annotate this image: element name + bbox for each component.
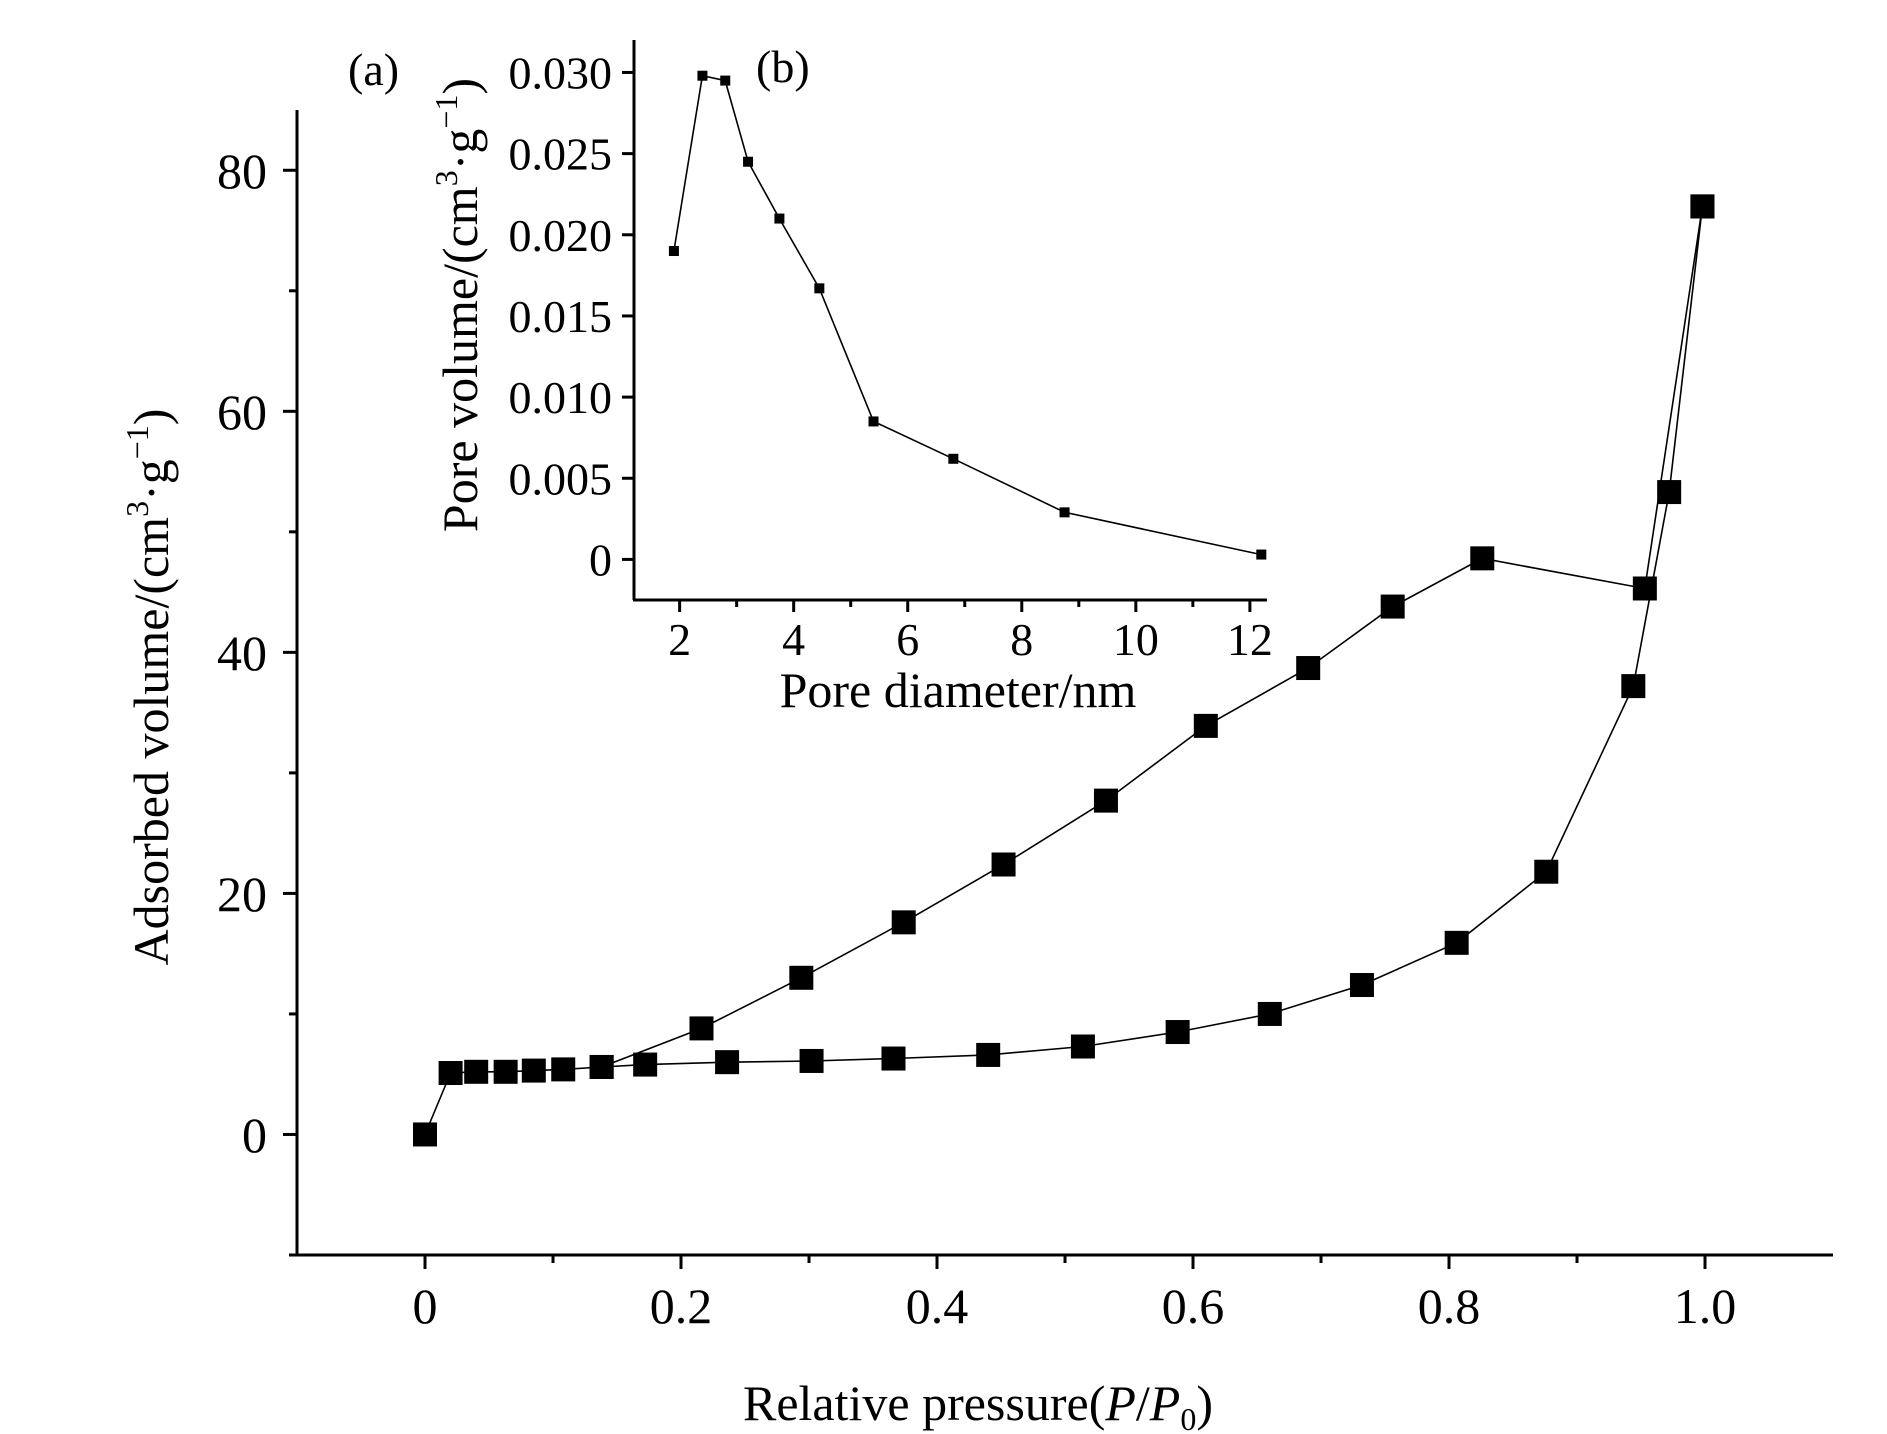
main-data-point xyxy=(1380,594,1405,619)
main-y-tick-label: 0 xyxy=(242,1107,267,1163)
main-data-point xyxy=(1470,546,1495,571)
main-data-point xyxy=(438,1061,463,1086)
inset-data-point xyxy=(948,453,959,464)
inset-y-tick-label: 0.020 xyxy=(509,210,613,261)
inset-data-point xyxy=(814,283,825,294)
main-x-tick-label: 1.0 xyxy=(1674,1278,1737,1334)
inset-series-line-pore-size-distribution xyxy=(673,74,1262,556)
main-x-tick-label: 0.4 xyxy=(906,1278,969,1334)
inset-x-tick-label: 10 xyxy=(1113,614,1159,665)
main-data-point xyxy=(589,1054,614,1079)
main-data-point xyxy=(1193,713,1218,738)
main-data-point xyxy=(1657,480,1682,505)
main-y-tick-label: 40 xyxy=(217,625,267,681)
main-data-point xyxy=(1093,788,1118,813)
main-x-tick-label: 0.2 xyxy=(650,1278,713,1334)
inset-ticks: 2 4 6 8 10 12 0 0.005 0.010 0.015 0.020 0.025 0.030 xyxy=(509,48,1273,665)
inset-y-axis-title: Pore volume/(cm3·g−1) xyxy=(428,78,488,532)
main-y-tick-label: 60 xyxy=(217,384,267,440)
inset-x-tick-label: 8 xyxy=(1010,614,1033,665)
inset-data-point xyxy=(1059,507,1070,518)
main-series xyxy=(413,194,1715,1147)
inset-data-point xyxy=(668,246,679,257)
inset-y-tick-label: 0 xyxy=(589,535,612,586)
inset-x-tick-label: 6 xyxy=(896,614,919,665)
main-data-point xyxy=(633,1052,658,1077)
main-x-tick-label: 0 xyxy=(413,1278,438,1334)
main-x-axis-title: Relative pressure(P/P0) xyxy=(743,1375,1213,1434)
inset-data-point xyxy=(868,416,879,427)
main-data-point xyxy=(891,910,916,935)
main-x-tick-label: 0.6 xyxy=(1162,1278,1225,1334)
main-data-point xyxy=(1165,1020,1190,1045)
main-data-point xyxy=(1632,576,1657,601)
panel-label-b: (b) xyxy=(756,41,810,92)
inset-y-tick-label: 0.010 xyxy=(509,372,613,423)
main-data-point xyxy=(789,965,814,990)
inset-y-tick-label: 0.015 xyxy=(509,291,613,342)
main-data-point xyxy=(1296,656,1321,681)
main-data-point xyxy=(689,1016,714,1041)
main-y-tick-label: 80 xyxy=(217,143,267,199)
inset-data-point xyxy=(720,75,731,86)
inset-y-tick-label: 0.005 xyxy=(509,453,613,504)
main-data-point xyxy=(1444,930,1469,955)
main-data-point xyxy=(413,1122,437,1147)
inset-x-tick-label: 4 xyxy=(782,614,805,665)
main-data-point xyxy=(493,1059,518,1084)
main-data-point xyxy=(521,1058,546,1083)
main-x-tick-label: 0.8 xyxy=(1418,1278,1481,1334)
inset-y-tick-label: 0.030 xyxy=(509,48,613,99)
main-data-point xyxy=(991,852,1016,877)
main-data-point xyxy=(1534,859,1559,884)
inset-y-tick-label: 0.025 xyxy=(509,129,613,180)
main-series-line-desorption xyxy=(601,206,1704,1068)
inset-x-tick-label: 12 xyxy=(1227,614,1273,665)
main-y-axis-title: Adsorbed volume/(cm3·g−1) xyxy=(119,409,179,966)
inset-x-tick-label: 2 xyxy=(668,614,691,665)
inset-data-point xyxy=(774,213,785,224)
main-data-point xyxy=(1690,194,1715,219)
main-data-point xyxy=(799,1048,824,1073)
main-data-point xyxy=(1257,1001,1282,1026)
main-data-point xyxy=(976,1042,1001,1067)
inset-x-axis-title: Pore diameter/nm xyxy=(780,662,1137,718)
panel-label-a: (a) xyxy=(348,44,399,95)
main-data-point xyxy=(464,1059,489,1084)
main-data-point xyxy=(881,1046,906,1071)
inset-data-point xyxy=(697,70,708,81)
main-data-point xyxy=(715,1050,740,1075)
inset-data-point xyxy=(743,156,754,167)
main-data-point xyxy=(551,1057,576,1082)
inset-data-point xyxy=(1256,549,1267,560)
inset-series xyxy=(668,70,1267,560)
main-data-point xyxy=(1070,1034,1095,1059)
main-data-point xyxy=(1621,674,1646,699)
pore-distribution-inset: 2 4 6 8 10 1200.0050.0100.0150.0200.0250.030 … xyxy=(428,40,1273,718)
main-y-tick-label: 20 xyxy=(217,866,267,922)
main-data-point xyxy=(1349,973,1374,998)
